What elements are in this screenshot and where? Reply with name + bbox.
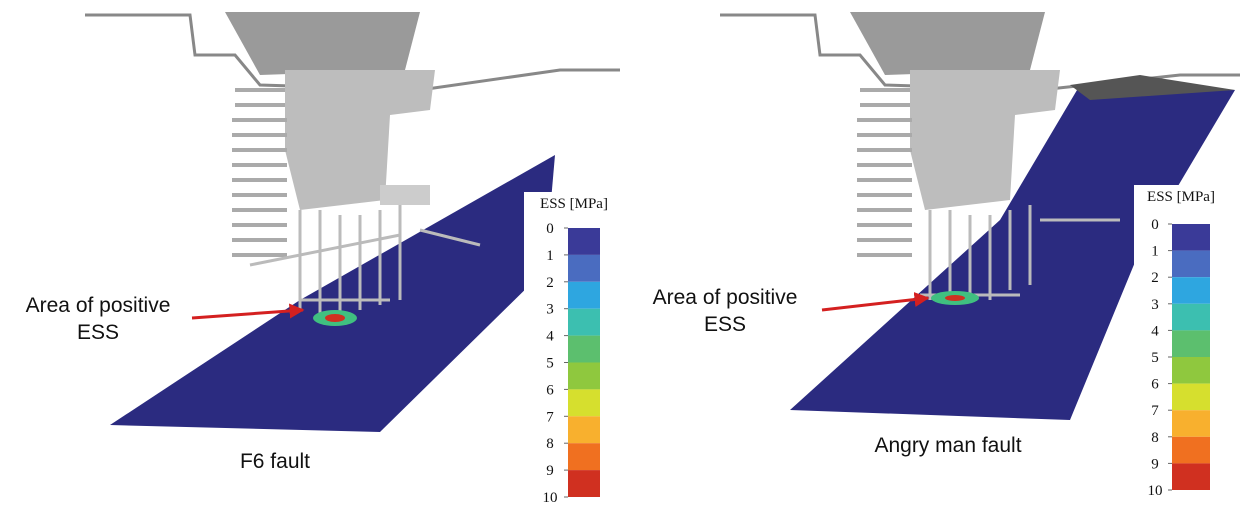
colorbar-tick-label: 3 bbox=[1151, 297, 1159, 313]
colorbar-band bbox=[568, 389, 600, 416]
colorbar-band bbox=[1172, 330, 1210, 357]
colorbar-tick-label: 2 bbox=[546, 275, 554, 291]
colorbar-tick-label: 10 bbox=[1148, 483, 1163, 499]
annotation: ESS bbox=[77, 321, 119, 344]
colorbar-tick-label: 4 bbox=[546, 329, 554, 345]
colorbar-band bbox=[568, 282, 600, 309]
colorbar-tick-label: 6 bbox=[546, 382, 554, 398]
colorbar-band bbox=[1172, 437, 1210, 464]
colorbar-title: ESS [MPa] bbox=[1147, 189, 1215, 205]
figure: F6 fault Area of positive ESS ESS [MPa] 0 1 2 3… bbox=[0, 0, 1244, 507]
colorbar-tick-label: 5 bbox=[1151, 350, 1159, 366]
colorbar-tick-label: 0 bbox=[1151, 217, 1159, 233]
colorbar-band bbox=[1172, 304, 1210, 331]
colorbar-tick-label: 1 bbox=[546, 248, 554, 264]
colorbar-band bbox=[568, 336, 600, 363]
colorbar-band bbox=[1172, 410, 1210, 437]
colorbar-band bbox=[568, 255, 600, 282]
colorbar-tick-label: 3 bbox=[546, 302, 554, 318]
colorbar-band bbox=[568, 470, 600, 497]
colorbar-tick-label: 2 bbox=[1151, 270, 1159, 286]
colorbar-band bbox=[568, 309, 600, 336]
colorbar-tick-label: 6 bbox=[1151, 377, 1159, 393]
colorbar-band bbox=[1172, 251, 1210, 278]
colorbar-band bbox=[568, 363, 600, 390]
colorbar-band bbox=[1172, 357, 1210, 384]
colorbar-tick-label: 9 bbox=[1151, 456, 1159, 472]
annotation: ESS bbox=[704, 313, 746, 336]
colorbar-band bbox=[1172, 463, 1210, 490]
panel-caption: Angry man fault bbox=[874, 434, 1021, 457]
colorbar-tick-label: 5 bbox=[546, 356, 554, 372]
panel-caption: F6 fault bbox=[240, 450, 310, 473]
colorbar-tick-label: 9 bbox=[546, 463, 554, 479]
colorbar-tick-label: 4 bbox=[1151, 323, 1159, 339]
colorbar-band bbox=[568, 416, 600, 443]
colorbar-tick-label: 1 bbox=[1151, 244, 1159, 260]
colorbar-band bbox=[568, 443, 600, 470]
colorbar-tick-label: 7 bbox=[546, 409, 554, 425]
colorbar-tick-label: 8 bbox=[546, 436, 554, 452]
colorbar-title: ESS [MPa] bbox=[540, 196, 608, 212]
colorbar-tick-label: 0 bbox=[546, 221, 554, 237]
colorbar-tick-label: 8 bbox=[1151, 430, 1159, 446]
colorbar-band bbox=[568, 228, 600, 255]
colorbar-band bbox=[1172, 384, 1210, 411]
annotation: Area of positive bbox=[26, 294, 171, 317]
colorbar-band bbox=[1172, 224, 1210, 251]
colorbar-band bbox=[1172, 277, 1210, 304]
colorbar-tick-label: 7 bbox=[1151, 403, 1159, 419]
colorbar-tick-label: 10 bbox=[543, 490, 558, 506]
annotation: Area of positive bbox=[653, 286, 798, 309]
